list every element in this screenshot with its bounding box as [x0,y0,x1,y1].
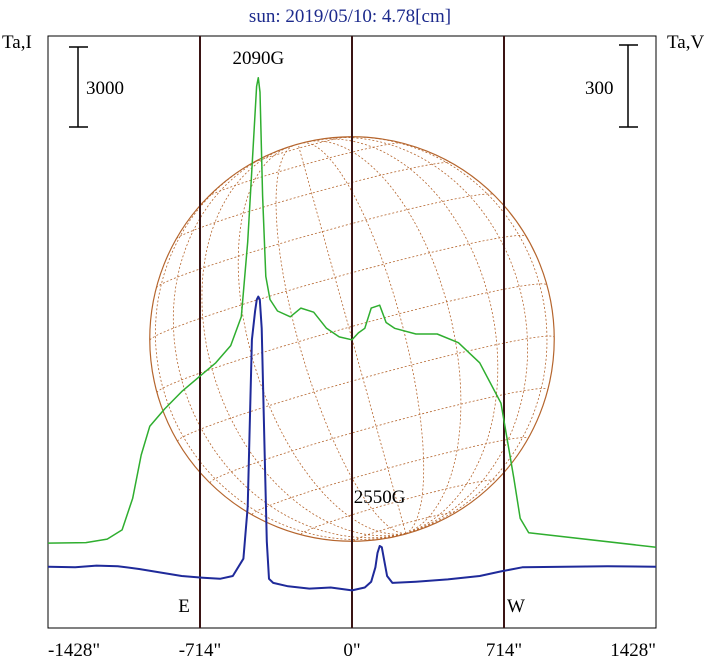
peak-annotation: 2550G [354,487,406,508]
left-axis-label: Ta,I [2,32,32,53]
x-tick-label: -1428" [48,640,100,661]
solar-grid-line [312,138,499,534]
solar-grid-line [154,163,406,541]
x-tick-label: 0" [343,640,360,661]
solar-grid-line [209,388,549,484]
series-line-I [47,76,657,548]
right-scale-bar [619,44,638,128]
peak-annotation: 2090G [232,48,284,69]
solar-grid-line [172,152,406,539]
limb-marker-W: W [507,596,525,617]
solar-grid-line [324,137,529,534]
solar-grid-line [156,193,494,289]
x-tick-label: -714" [179,640,222,661]
solar-grid-line [176,162,451,239]
solar-grid-line [353,512,455,541]
limb-marker-E: E [178,596,190,617]
x-tick-label: 714" [486,640,522,661]
right-scale-value: 300 [585,78,614,99]
solar-grid-line [275,145,406,534]
solar-grid-line [308,140,462,534]
solar-grid-line [208,142,403,198]
solar-grid-line [348,136,548,534]
series-line-V [47,295,657,592]
solar-grid-line [201,148,406,537]
left-scale-value: 3000 [86,78,124,99]
x-tick-label: 1428" [610,640,656,661]
right-axis-label: Ta,V [667,32,704,53]
solar-grid-line [303,142,425,534]
solar-grid-line [149,234,527,341]
chart-title: sun: 2019/05/10: 4.78[cm] [249,6,451,27]
left-scale-bar [69,46,88,128]
solar-grid-line [156,283,548,393]
